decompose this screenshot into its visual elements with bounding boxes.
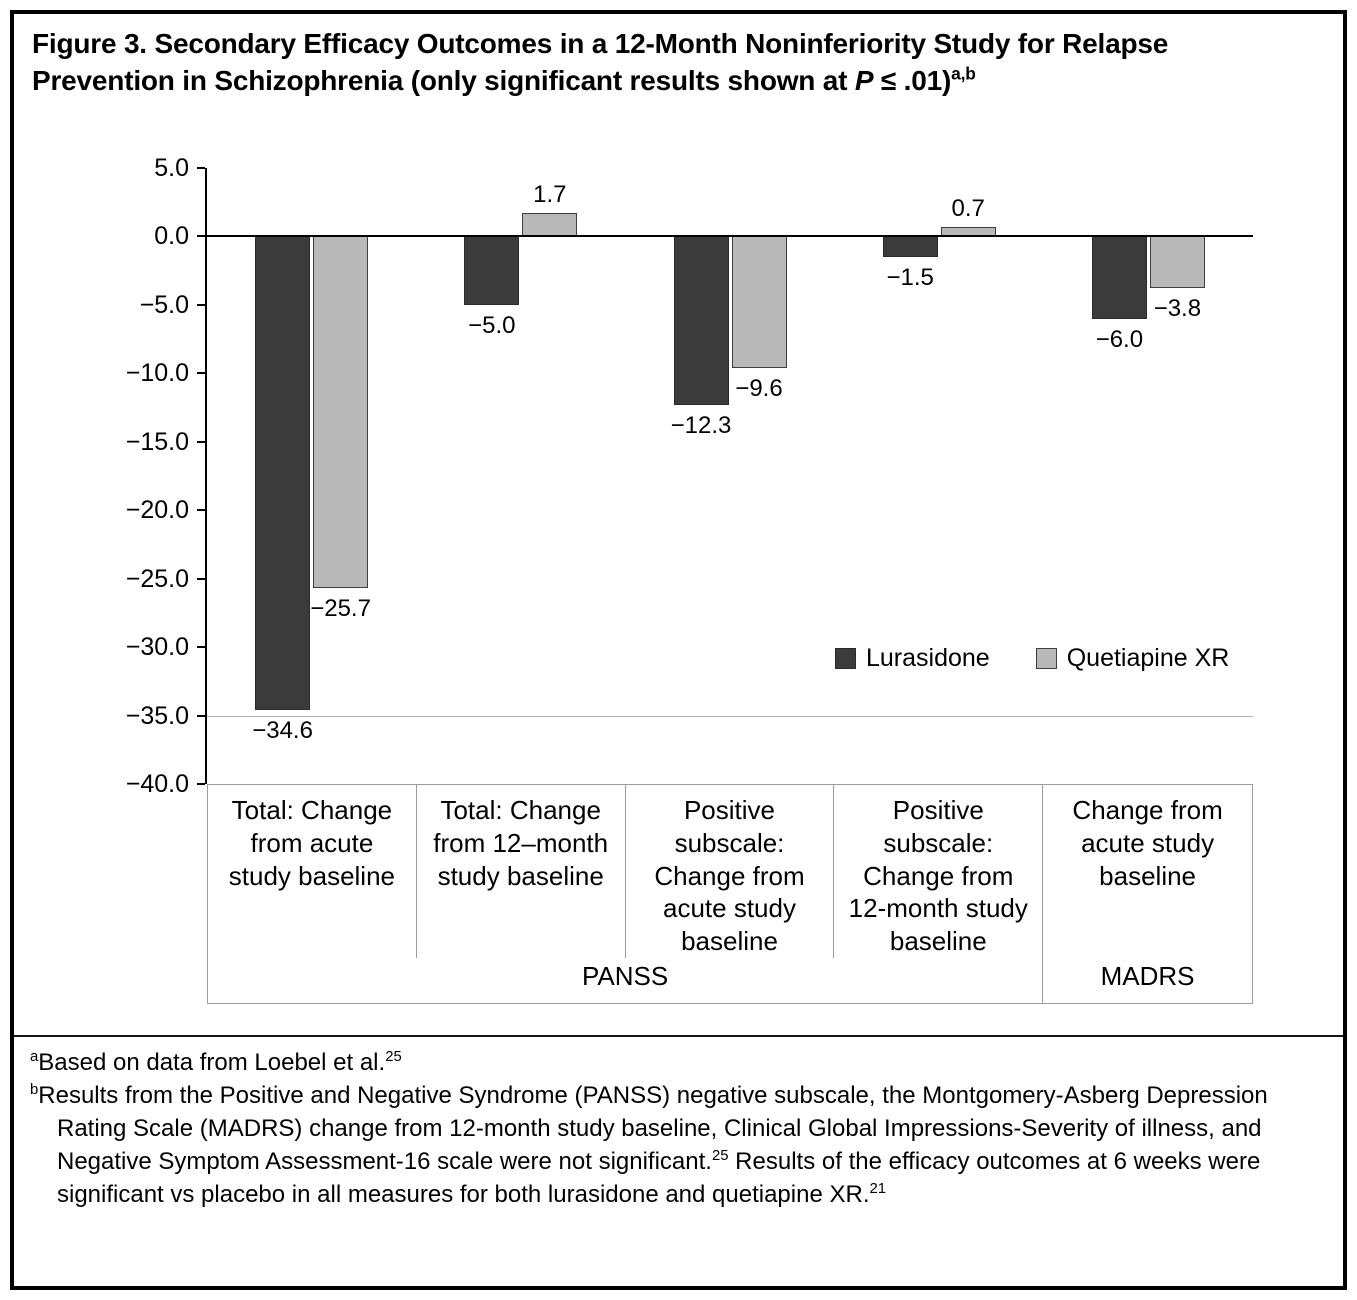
category-label: Positive subscale: Change from 12-month … — [834, 785, 1044, 958]
footnote-b-marker: b — [30, 1081, 39, 1098]
footnote-a-marker: a — [30, 1049, 39, 1065]
bar-value-label: −9.6 — [735, 374, 783, 402]
figure-title-threshold: ≤ .01) — [873, 64, 952, 96]
y-axis-tick-mark — [197, 372, 205, 375]
category-label: Positive subscale: Change from acute stu… — [626, 785, 835, 958]
y-axis-tick-label: 0.0 — [154, 222, 189, 251]
bar-value-label: −12.3 — [670, 411, 732, 439]
footnote-a-reference: 25 — [385, 1049, 402, 1065]
bar-value-label: −5.0 — [468, 311, 516, 339]
footnote-b-text-2: Results of the efficacy outcomes at 6 we… — [57, 1147, 1261, 1208]
figure-title: Figure 3. Secondary Efficacy Outcomes in… — [32, 26, 1329, 100]
bar-quetiapine-xr-2 — [522, 213, 578, 237]
y-axis-tick-label: −35.0 — [125, 701, 189, 730]
category-label: Change from acute study baseline — [1072, 795, 1223, 891]
bar-quetiapine-xr-3 — [731, 236, 787, 368]
bar-value-label: −6.0 — [1095, 325, 1144, 353]
figure-container: Figure 3. Secondary Efficacy Outcomes in… — [10, 10, 1347, 1290]
legend-item-lurasidone: Lurasidone — [835, 644, 990, 673]
y-axis-tick-mark — [197, 783, 205, 785]
bar-chart-plot-area: Lurasidone Quetiapine XR 5.0 0.0 −5.0 −10.0 −… — [126, 154, 1253, 798]
y-axis-tick-mark — [197, 303, 205, 306]
y-axis-tick-mark — [197, 440, 205, 443]
bar-value-label: −1.5 — [886, 263, 934, 291]
bar-lurasidone-3 — [673, 236, 729, 405]
footnote-a-text: Based on data from Loebel et al. — [38, 1049, 386, 1076]
category-label: Total: Change from acute study baseline — [208, 785, 417, 958]
bar-value-label: 1.7 — [533, 181, 567, 209]
legend-label: Quetiapine XR — [1066, 644, 1230, 672]
figure-title-line2: Prevention in Schizophrenia (only signif… — [32, 63, 1329, 100]
y-axis-tick-label: −30.0 — [125, 633, 189, 662]
zero-axis-line — [207, 235, 1253, 238]
group-label-panss: PANSS — [208, 956, 1044, 1003]
y-axis-line — [205, 168, 207, 784]
figure-title-p-symbol: P — [854, 64, 874, 96]
y-axis-tick-mark — [197, 509, 205, 512]
footnote-separator-line — [14, 1035, 1343, 1037]
legend-swatch — [835, 648, 856, 669]
bar-quetiapine-xr-5 — [1149, 236, 1205, 289]
y-axis-tick-label: −15.0 — [125, 427, 189, 456]
y-axis-tick-mark — [197, 167, 205, 169]
y-axis-tick-label: −25.0 — [125, 564, 189, 593]
legend-swatch — [1035, 648, 1057, 669]
scale-group-label-row: PANSS MADRS — [207, 956, 1253, 1004]
group-label-madrs: MADRS — [1100, 961, 1195, 991]
y-axis-tick-label: −5.0 — [139, 290, 189, 319]
footnote-b-reference-1: 25 — [711, 1147, 729, 1164]
footnotes: aBased on data from Loebel et al.25 bRes… — [30, 1047, 1315, 1211]
bar-value-label: −34.6 — [252, 717, 313, 745]
bar-lurasidone-2 — [464, 236, 520, 305]
legend-item-quetiapine-xr: Quetiapine XR — [1035, 644, 1230, 673]
y-axis-tick-label: −20.0 — [125, 496, 189, 525]
legend-label: Lurasidone — [866, 644, 990, 672]
footnote-a: aBased on data from Loebel et al.25 — [30, 1047, 1315, 1080]
y-axis-tick-label: −10.0 — [125, 359, 189, 388]
bar-lurasidone-4 — [882, 236, 938, 257]
chart-legend: Lurasidone Quetiapine XR — [835, 644, 1229, 673]
bar-quetiapine-xr-1 — [313, 236, 369, 589]
footnote-b: bResults from the Positive and Negative … — [30, 1080, 1315, 1212]
y-axis-tick-mark — [197, 577, 205, 580]
bar-value-label: −25.7 — [310, 595, 371, 623]
y-axis-tick-label: −40.0 — [125, 770, 189, 798]
footnote-b-text-1: Results from the Positive and Negative S… — [38, 1081, 1268, 1175]
figure-title-footnote-markers: a,b — [951, 63, 976, 84]
figure-title-line1: Figure 3. Secondary Efficacy Outcomes in… — [32, 28, 1169, 59]
bar-value-label: −3.8 — [1153, 295, 1202, 323]
bar-value-label: 0.7 — [951, 194, 985, 222]
bar-lurasidone-5 — [1091, 236, 1147, 319]
gridline — [207, 715, 1253, 717]
y-axis-tick-mark — [197, 714, 205, 717]
y-axis-tick-label: 5.0 — [154, 154, 189, 182]
category-label: Total: Change from 12–month study baseli… — [417, 785, 626, 958]
footnote-b-reference-2: 21 — [869, 1180, 887, 1197]
category-label-row: Total: Change from acute study baseline T… — [207, 784, 1253, 958]
bar-lurasidone-1 — [255, 236, 311, 711]
figure-title-line2-text: Prevention in Schizophrenia (only signif… — [32, 64, 855, 96]
y-axis-tick-mark — [197, 646, 205, 649]
y-axis-tick-mark — [197, 235, 205, 238]
